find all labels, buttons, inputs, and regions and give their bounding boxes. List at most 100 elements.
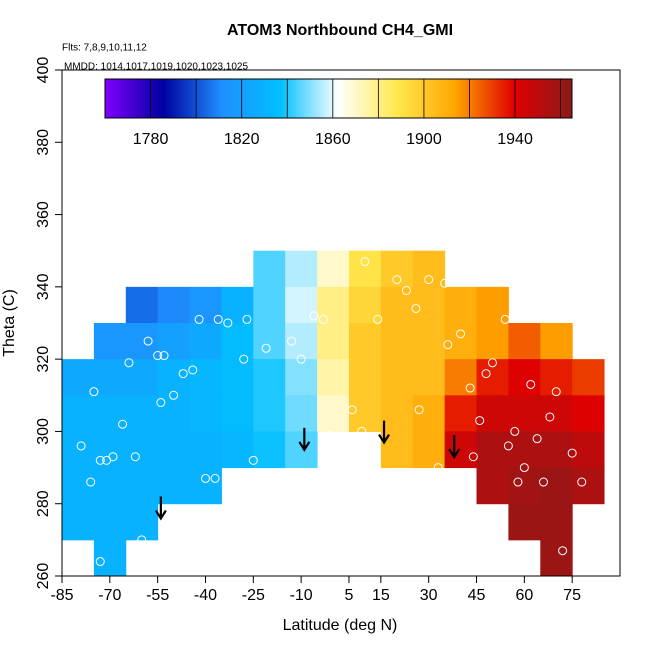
heatmap-cell (285, 359, 318, 396)
heatmap-cell (189, 467, 222, 505)
heatmap-cell (253, 359, 286, 396)
sample-point (178, 369, 188, 379)
sample-point (156, 398, 166, 408)
heatmap-cell (93, 395, 127, 432)
heatmap-cell (285, 395, 318, 432)
sample-point (519, 463, 529, 473)
heatmap-cell (540, 359, 573, 396)
heatmap-cell (317, 359, 350, 396)
sample-point (130, 452, 140, 462)
annotation: MMDD: 1014,1017,1019,1020,1023,1025 (64, 62, 248, 73)
y-tick-label: 380 (35, 129, 52, 156)
x-tick-label: 15 (372, 587, 390, 604)
y-tick-label: 360 (35, 201, 52, 228)
heatmap-cell (93, 539, 127, 577)
heatmap-cell (62, 359, 95, 396)
heatmap-cell (444, 359, 478, 396)
heatmap-cell (412, 359, 446, 396)
sample-point (118, 419, 128, 429)
heatmap-cell (317, 286, 350, 324)
heatmap-cell (253, 250, 286, 288)
heatmap-cell (125, 395, 159, 432)
heatmap-cell (508, 359, 541, 396)
heatmap-cell (62, 395, 95, 432)
sample-point (510, 426, 520, 436)
x-tick-label: -25 (242, 587, 265, 604)
x-tick-label: -40 (194, 587, 217, 604)
heatmap-cell (125, 431, 159, 469)
heatmap-cell (93, 359, 127, 396)
heatmap-cell (189, 395, 222, 432)
sample-point (357, 426, 367, 436)
sample-point (188, 365, 198, 375)
heatmap-cell (221, 359, 254, 396)
sample-points (76, 257, 587, 567)
heatmap-cell (348, 359, 382, 396)
sample-point (456, 329, 466, 339)
sample-point (433, 463, 443, 473)
sample-point (360, 257, 370, 267)
y-tick-label: 260 (35, 563, 52, 590)
heatmap-cell (317, 323, 350, 360)
heatmap-cell (348, 250, 382, 288)
heatmap-cell (540, 431, 573, 469)
heatmap-cell (189, 431, 222, 469)
heatmap-cell (380, 250, 414, 288)
sample-point (503, 441, 513, 451)
sample-point (532, 434, 542, 444)
x-tick-label: 5 (345, 587, 354, 604)
heatmap-cell (317, 250, 350, 288)
heatmap-cell (540, 539, 573, 577)
sample-point (194, 314, 204, 324)
x-tick-label: 60 (515, 587, 533, 604)
heatmap-cell (444, 395, 478, 432)
sample-point (143, 336, 153, 346)
y-tick-label: 320 (35, 346, 52, 373)
heatmap-cell (285, 431, 318, 469)
sample-point (318, 314, 328, 324)
sample-point (261, 343, 271, 353)
sample-point (89, 387, 99, 397)
heatmap-cell (380, 286, 414, 324)
sample-point (538, 477, 548, 487)
y-tick-label: 300 (35, 418, 52, 445)
heatmap-cell (157, 395, 191, 432)
heatmap-cell (444, 286, 478, 324)
heatmap-cell (412, 250, 446, 288)
sample-point (411, 304, 421, 314)
colorbar-tick-label: 1820 (224, 131, 260, 148)
x-tick-label: -10 (290, 587, 313, 604)
sample-point (392, 275, 402, 285)
sample-point (440, 278, 450, 288)
heatmap-cell (221, 395, 254, 432)
heatmap-cell (285, 286, 318, 324)
sample-point (513, 477, 523, 487)
heatmap-cell (380, 359, 414, 396)
heatmap-cell (253, 286, 286, 324)
colorbar-tick-label: 1940 (497, 131, 533, 148)
sample-point (223, 318, 233, 328)
heatmap-cell (157, 286, 191, 324)
heatmap-cell (189, 323, 222, 360)
sample-point (567, 448, 577, 458)
sample-point (137, 535, 147, 545)
heatmap-cell (62, 431, 95, 469)
sample-point (76, 441, 86, 451)
heatmap-cell (125, 323, 159, 360)
heatmap-cell (476, 359, 509, 396)
heatmap-cell (317, 395, 350, 432)
x-tick-label: -55 (146, 587, 169, 604)
sample-point (325, 430, 335, 440)
heatmap-cell (221, 323, 254, 360)
sample-point (169, 390, 179, 400)
sample-point (443, 340, 453, 350)
heatmap-cell (93, 323, 127, 360)
sample-point (296, 354, 306, 364)
sample-point (577, 477, 587, 487)
heatmap-cell (572, 467, 605, 505)
heatmap-cell (508, 503, 541, 541)
heatmap-cell (540, 503, 573, 541)
heatmap-cell (508, 467, 541, 505)
x-tick-label: 30 (420, 587, 438, 604)
